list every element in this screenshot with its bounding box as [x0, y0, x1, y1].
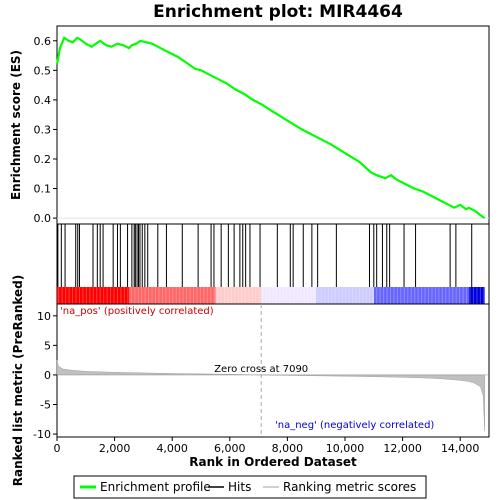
enrichment-profile-line — [55, 36, 486, 220]
es-y-tick-label: 0.3 — [34, 123, 52, 136]
x-ticks: 0 2,000 4,000 6,000 8,000 10,000 12,000 14,000 — [54, 437, 480, 455]
es-y-ticks: 0.0 0.1 0.2 0.3 0.4 0.5 0.6 — [34, 35, 57, 225]
legend-frame — [73, 475, 427, 499]
x-tick-label: 6,000 — [214, 442, 246, 455]
negative-correlation-label: 'na_neg' (negatively correlated) — [275, 420, 434, 431]
hits-panel — [56, 223, 490, 305]
x-tick-label: 14,000 — [441, 442, 480, 455]
es-y-tick-label: 0.0 — [34, 212, 52, 225]
legend-label: Hits — [228, 480, 251, 494]
x-tick-label: 10,000 — [326, 442, 365, 455]
x-tick-label: 4,000 — [156, 442, 188, 455]
metric-y-tick-label: 5 — [44, 339, 51, 352]
metric-y-tick-label: 0 — [44, 369, 51, 382]
legend: Enrichment profile Hits Ranking metric sco… — [73, 475, 427, 499]
x-tick-label: 2,000 — [99, 442, 131, 455]
zero-cross-label: Zero cross at 7090 — [214, 364, 308, 375]
es-y-tick-label: 0.6 — [34, 35, 52, 48]
metric-y-ticks: 10 5 0 -5 -10 — [33, 310, 57, 441]
x-tick-label: 0 — [54, 442, 61, 455]
rank-bar-fill — [57, 287, 485, 304]
es-y-tick-label: 0.1 — [34, 183, 52, 196]
es-y-axis-label: Enrichment score (ES) — [9, 50, 23, 200]
rank-color-bar — [57, 287, 485, 304]
metric-panel: 10 5 0 -5 -10 'na_pos' (positively correlate… — [11, 275, 490, 487]
es-panel-frame — [56, 25, 490, 225]
x-tick-label: 12,000 — [383, 442, 422, 455]
metric-panel-frame — [56, 303, 490, 438]
metric-y-tick-label: -5 — [40, 398, 51, 411]
es-y-tick-label: 0.5 — [34, 64, 52, 77]
x-tick-label: 8,000 — [272, 442, 304, 455]
metric-y-axis-label: Ranked list metric (PreRanked) — [11, 275, 25, 487]
legend-entries: Enrichment profile Hits Ranking metric sco… — [80, 480, 416, 494]
es-y-tick-label: 0.2 — [34, 153, 52, 166]
metric-y-tick-label: 10 — [37, 310, 51, 323]
hit-markers — [57, 224, 473, 287]
legend-label: Enrichment profile — [100, 480, 211, 494]
es-y-tick-label: 0.4 — [34, 94, 52, 107]
ranking-metric-area — [56, 360, 485, 432]
x-axis-label: Rank in Ordered Dataset — [189, 455, 357, 469]
es-panel: 0.0 0.1 0.2 0.3 0.4 0.5 0.6 Enrichment score (… — [9, 25, 490, 225]
positive-correlation-label: 'na_pos' (positively correlated) — [60, 306, 214, 317]
chart-title: Enrichment plot: MIR4464 — [153, 2, 403, 22]
metric-y-tick-label: -10 — [33, 428, 51, 441]
legend-label: Ranking metric scores — [283, 480, 416, 494]
